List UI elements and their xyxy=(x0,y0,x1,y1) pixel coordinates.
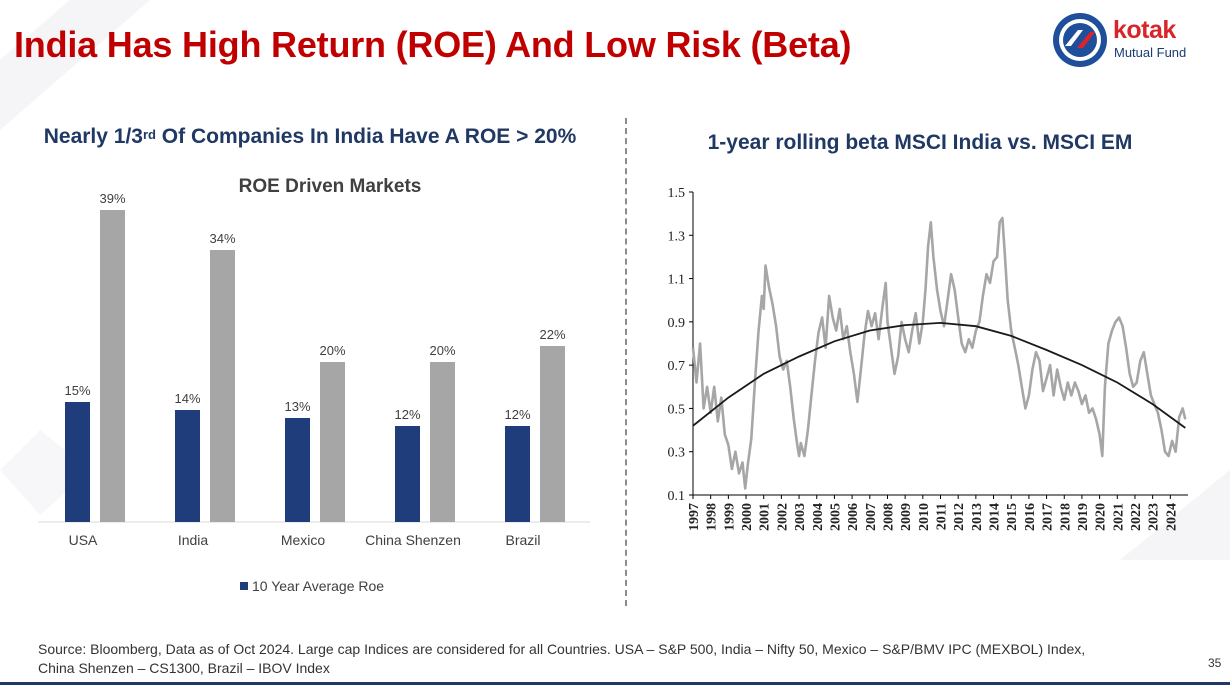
y-tick-label: 0.1 xyxy=(668,489,686,504)
x-tick-label: 2003 xyxy=(793,503,808,531)
left-panel-heading: Nearly 1/3rd Of Companies In India Have … xyxy=(30,124,590,150)
panel-divider xyxy=(625,118,627,606)
legend-label-roe: 10 Year Average Roe xyxy=(252,578,385,594)
bar-data-label: 15% xyxy=(64,383,90,398)
bar-usa-s2 xyxy=(100,210,125,522)
bar-mexico-s1 xyxy=(285,418,310,522)
y-tick-label: 1.3 xyxy=(668,229,686,244)
x-tick-label: 2002 xyxy=(775,503,790,531)
x-tick-label: 2014 xyxy=(988,503,1003,531)
bar-usa-s1 xyxy=(65,402,90,522)
x-tick-label: 2017 xyxy=(1041,503,1056,531)
x-tick-label: 2008 xyxy=(881,503,896,531)
x-tick-label: 2020 xyxy=(1094,503,1109,531)
bar-brazil-s2 xyxy=(540,346,565,522)
x-tick-label: 2019 xyxy=(1076,503,1091,531)
x-tick-label: 1999 xyxy=(722,503,737,531)
bar-data-label: 20% xyxy=(319,343,345,358)
y-tick-label: 0.9 xyxy=(668,316,686,331)
logo-subtitle: Mutual Fund xyxy=(1114,45,1187,60)
x-tick-label: 2010 xyxy=(917,503,932,531)
y-tick-label: 0.3 xyxy=(668,446,686,461)
bar-india-s1 xyxy=(175,410,200,522)
x-tick-label: 2005 xyxy=(828,503,843,531)
bar-india-s2 xyxy=(210,250,235,522)
y-tick-label: 1.5 xyxy=(668,186,686,201)
x-tick-label: 2021 xyxy=(1111,503,1126,531)
category-label: Mexico xyxy=(281,532,326,548)
x-tick-label: 2007 xyxy=(864,503,879,531)
kotak-logo-icon xyxy=(1053,13,1107,67)
x-tick-label: 2004 xyxy=(811,503,826,531)
x-tick-label: 2024 xyxy=(1164,503,1179,531)
bar-data-label: 39% xyxy=(99,191,125,206)
x-tick-label: 2015 xyxy=(1005,503,1020,531)
bar-data-label: 20% xyxy=(429,343,455,358)
bar-china-shenzen-s2 xyxy=(430,362,455,522)
x-tick-label: 1997 xyxy=(687,503,702,531)
x-tick-label: 2012 xyxy=(952,503,967,531)
y-tick-label: 1.1 xyxy=(668,273,686,288)
x-tick-label: 2011 xyxy=(935,503,950,530)
page-number: 35 xyxy=(1208,656,1222,670)
bar-chart-title: ROE Driven Markets xyxy=(238,176,422,197)
x-tick-label: 2023 xyxy=(1147,503,1162,531)
bottom-accent-bar xyxy=(0,682,1230,685)
x-tick-label: 1998 xyxy=(705,503,720,531)
category-label: India xyxy=(178,532,209,548)
legend-swatch-roe xyxy=(240,582,248,591)
left-heading-pre: Nearly 1/3 xyxy=(43,125,143,148)
bar-mexico-s2 xyxy=(320,362,345,522)
category-label: Brazil xyxy=(505,532,540,548)
roe-bar-chart: 15% 39% USA 14% 34% India 13% 20% Mexico 12% 20% Ch… xyxy=(38,191,590,548)
x-tick-label: 2013 xyxy=(970,503,985,531)
right-panel-heading: 1-year rolling beta MSCI India vs. MSCI … xyxy=(707,131,1133,154)
bar-data-label: 34% xyxy=(209,231,235,246)
category-label: USA xyxy=(69,532,98,548)
slide-title: India Has High Return (ROE) And Low Risk… xyxy=(14,24,852,65)
beta-line-chart: 0.1 0.3 0.5 0.7 0.9 1.1 1.3 1.5 1997 1998 1999 2000… xyxy=(668,186,1188,531)
kotak-logo: kotak Mutual Fund xyxy=(1052,10,1202,70)
bar-data-label: 13% xyxy=(284,399,310,414)
y-tick-label: 0.7 xyxy=(668,359,686,374)
y-tick-label: 0.5 xyxy=(668,402,686,417)
x-tick-label: 2016 xyxy=(1023,503,1038,531)
category-label: China Shenzen xyxy=(365,532,461,548)
bar-data-label: 12% xyxy=(504,407,530,422)
bar-data-label: 12% xyxy=(394,407,420,422)
left-heading-superscript: rd xyxy=(142,127,156,142)
logo-wordmark: kotak xyxy=(1113,16,1176,44)
x-tick-label: 2001 xyxy=(758,503,773,531)
x-tick-label: 2009 xyxy=(899,503,914,531)
x-tick-label: 2000 xyxy=(740,503,755,531)
bar-chart-legend: 10 Year Average Roe xyxy=(240,578,384,594)
beta-trend-curve xyxy=(692,321,1186,429)
bar-data-label: 22% xyxy=(539,327,565,342)
source-footnote: Source: Bloomberg, Data as of Oct 2024. … xyxy=(38,641,1086,676)
bar-brazil-s1 xyxy=(505,426,530,522)
x-tick-label: 2022 xyxy=(1129,503,1144,531)
x-tick-label: 2018 xyxy=(1058,503,1073,531)
bar-data-label: 14% xyxy=(174,391,200,406)
left-heading-post: Of Companies In India Have A ROE > 20% xyxy=(155,125,577,148)
rolling-beta-line xyxy=(691,216,1187,490)
bar-china-shenzen-s1 xyxy=(395,426,420,522)
x-tick-label: 2006 xyxy=(846,503,861,531)
